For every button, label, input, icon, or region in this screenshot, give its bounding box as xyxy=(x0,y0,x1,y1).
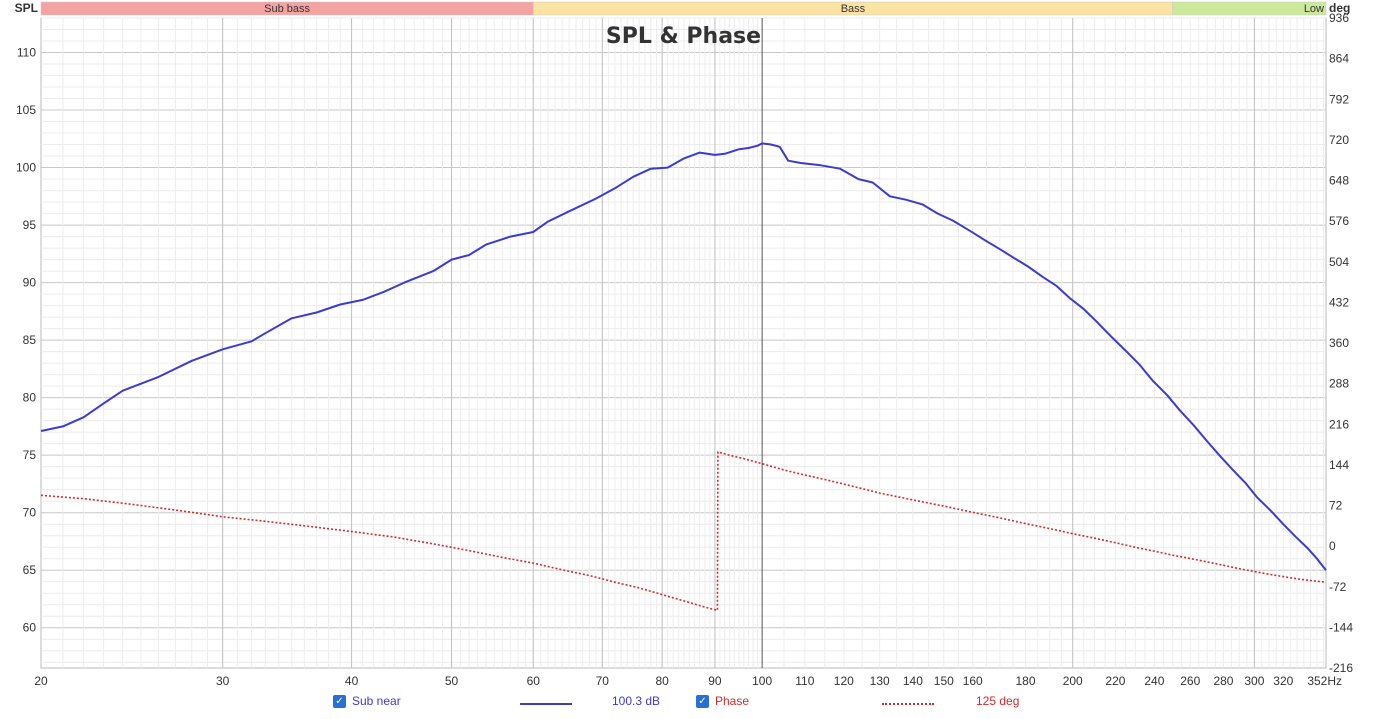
y-left-tick-label: 85 xyxy=(23,333,37,347)
y-right-tick-label: -216 xyxy=(1329,661,1353,675)
x-tick-label: 140 xyxy=(903,674,923,688)
y-right-tick-label: -72 xyxy=(1329,580,1347,594)
y-right-tick-label: 648 xyxy=(1329,174,1349,188)
band-label-0: Sub bass xyxy=(264,3,310,15)
band-2 xyxy=(1172,1,1327,16)
x-tick-label: 130 xyxy=(870,674,890,688)
sub-near-checkbox[interactable]: ✓ xyxy=(333,694,346,708)
x-tick-label: 220 xyxy=(1105,674,1125,688)
y-right-tick-label: -144 xyxy=(1329,620,1353,634)
x-tick-label: 100 xyxy=(752,674,772,688)
y-right-tick-label: 792 xyxy=(1329,92,1349,106)
x-tick-label: 240 xyxy=(1144,674,1164,688)
x-tick-label: 260 xyxy=(1180,674,1200,688)
phase-checkbox[interactable]: ✓ xyxy=(696,694,709,708)
y-right-tick-label: 288 xyxy=(1329,377,1349,391)
chart-title: SPL & Phase xyxy=(606,24,761,49)
y-left-tick-label: 105 xyxy=(16,103,36,117)
legend: ✓ Sub near 100.3 dB ✓ Phase 125 deg xyxy=(0,694,1379,714)
legend-item-sub-near[interactable]: ✓ Sub near xyxy=(333,694,401,708)
x-tick-label: 40 xyxy=(345,674,359,688)
x-tick-label: 20 xyxy=(34,674,48,688)
y-left-axis-label: SPL xyxy=(15,1,38,15)
x-tick-label: 200 xyxy=(1063,674,1083,688)
x-tick-label: 60 xyxy=(527,674,541,688)
x-tick-label: 280 xyxy=(1213,674,1233,688)
x-tick-label: 30 xyxy=(216,674,230,688)
y-left-tick-label: 75 xyxy=(23,448,37,462)
series-line-sub-near xyxy=(40,142,1327,571)
x-tick-label: 50 xyxy=(445,674,459,688)
y-left-tick-label: 65 xyxy=(23,563,37,577)
y-left-tick-label: 100 xyxy=(16,161,36,175)
y-right-tick-label: 864 xyxy=(1329,52,1349,66)
x-tick-label: 180 xyxy=(1015,674,1035,688)
phase-readout: 125 deg xyxy=(976,694,1020,708)
y-right-tick-label: 144 xyxy=(1329,458,1349,472)
x-tick-label: 120 xyxy=(834,674,854,688)
x-tick-label: 70 xyxy=(596,674,610,688)
y-right-tick-label: 0 xyxy=(1329,539,1336,553)
band-label-1: Bass xyxy=(841,3,866,15)
y-right-tick-label: 216 xyxy=(1329,417,1349,431)
y-left-tick-label: 110 xyxy=(17,46,36,60)
x-tick-label: 90 xyxy=(708,674,722,688)
x-tick-label: 300 xyxy=(1244,674,1264,688)
x-tick-label: 150 xyxy=(934,674,954,688)
y-right-tick-label: 504 xyxy=(1329,255,1349,269)
y-right-tick-label: 360 xyxy=(1329,336,1349,350)
x-tick-label: 110 xyxy=(795,674,814,688)
sub-near-label: Sub near xyxy=(352,694,401,708)
series-line-phase xyxy=(40,451,1327,612)
x-tick-label: 80 xyxy=(655,674,669,688)
legend-item-phase[interactable]: ✓ Phase xyxy=(696,694,749,708)
sub-near-readout: 100.3 dB xyxy=(612,694,661,708)
y-right-tick-label: 72 xyxy=(1329,499,1343,513)
x-tick-label: 320 xyxy=(1273,674,1293,688)
y-left-tick-label: 95 xyxy=(23,218,37,232)
y-right-tick-label: 720 xyxy=(1329,133,1349,147)
y-right-axis-label: deg xyxy=(1329,1,1350,15)
band-label-2: Low xyxy=(1304,3,1324,15)
y-left-tick-label: 70 xyxy=(23,506,37,520)
plot-area xyxy=(40,17,1327,669)
y-right-tick-label: 432 xyxy=(1329,295,1349,309)
sub-near-line-swatch xyxy=(520,703,572,705)
x-end-label: 352Hz xyxy=(1307,674,1342,688)
y-right-tick-label: 936 xyxy=(1329,11,1349,25)
phase-line-swatch xyxy=(882,703,934,705)
y-left-tick-label: 80 xyxy=(23,391,37,405)
y-right-tick-label: 576 xyxy=(1329,214,1349,228)
y-left-tick-label: 60 xyxy=(23,621,37,635)
x-tick-label: 160 xyxy=(963,674,983,688)
y-left-tick-label: 90 xyxy=(23,276,37,290)
phase-label: Phase xyxy=(715,694,750,708)
